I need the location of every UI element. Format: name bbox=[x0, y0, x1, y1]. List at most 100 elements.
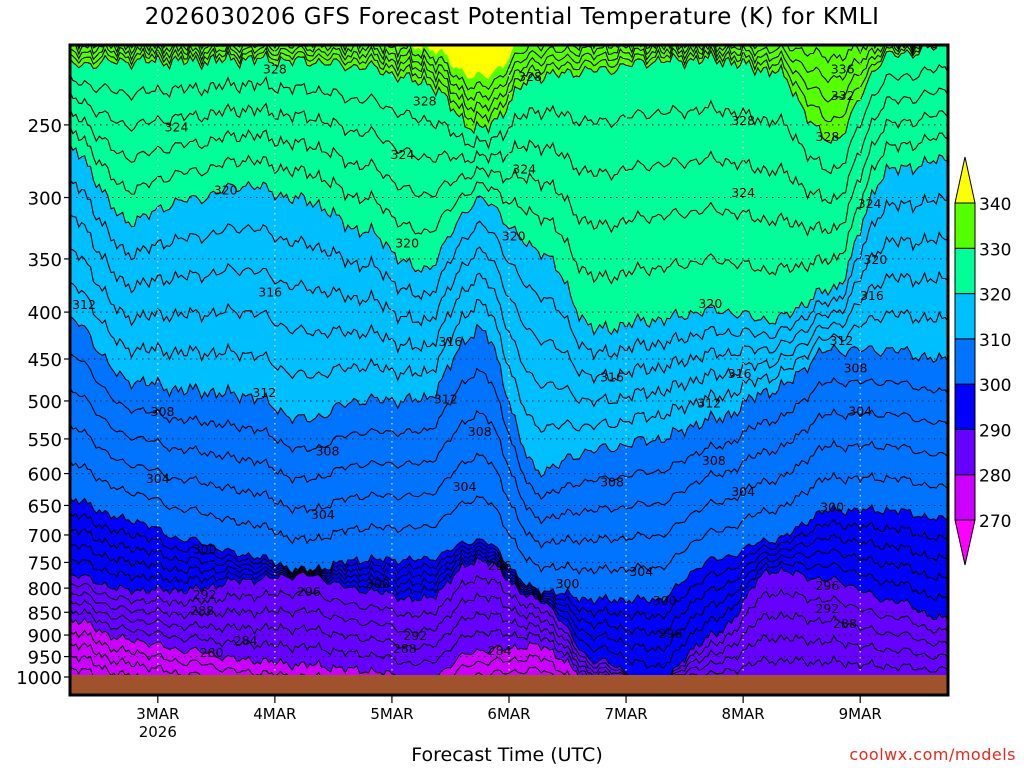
colorbar-swatch-290 bbox=[954, 383, 976, 430]
contour-label: 292 bbox=[815, 601, 839, 616]
contour-label: 332 bbox=[831, 88, 855, 103]
contour-label: 312 bbox=[72, 297, 96, 312]
colorbar-swatch-270 bbox=[954, 474, 976, 521]
contour-label: 316 bbox=[600, 369, 624, 384]
contour-label: 300 bbox=[653, 593, 677, 608]
contour-label: 308 bbox=[702, 453, 726, 468]
contour-label: 324 bbox=[391, 147, 415, 162]
colorbar-swatch-320 bbox=[954, 247, 976, 295]
y-tick-label: 500 bbox=[28, 392, 62, 413]
contour-label: 312 bbox=[697, 396, 721, 411]
contour-label: 304 bbox=[311, 507, 335, 522]
y-tick-label: 700 bbox=[28, 526, 62, 547]
colorbar-label: 330 bbox=[979, 240, 1011, 260]
y-tick-label: 650 bbox=[28, 496, 62, 517]
contour-label: 288 bbox=[833, 616, 857, 631]
contour-label: 300 bbox=[366, 576, 390, 591]
contour-label: 296 bbox=[815, 578, 839, 593]
colorbar-label: 300 bbox=[979, 376, 1011, 396]
contour-label: 324 bbox=[731, 185, 755, 200]
contour-line-294 bbox=[70, 543, 948, 653]
x-tick-label: 6MAR bbox=[487, 705, 530, 723]
contour-line-296 bbox=[70, 528, 948, 637]
colorbar-label: 320 bbox=[979, 286, 1011, 306]
contour-label: 284 bbox=[488, 643, 512, 658]
contour-line-322 bbox=[70, 125, 948, 285]
band-340-350 bbox=[345, 45, 524, 80]
colorbar-extend-high bbox=[954, 156, 976, 204]
contour-line-308 bbox=[70, 352, 948, 500]
y-tick-label: 850 bbox=[28, 603, 62, 624]
contour-label: 300 bbox=[193, 541, 217, 556]
y-tick-label: 550 bbox=[28, 430, 62, 451]
contour-line-332 bbox=[70, 45, 948, 125]
contour-label: 304 bbox=[146, 471, 170, 486]
y-tick-label: 900 bbox=[28, 626, 62, 647]
contour-label: 320 bbox=[863, 252, 887, 267]
colorbar-label: 280 bbox=[979, 467, 1011, 487]
y-tick-label: 1000 bbox=[16, 668, 62, 689]
contour-line-314 bbox=[70, 248, 948, 408]
y-tick-label: 800 bbox=[28, 579, 62, 600]
colorbar: 270 280 290 300 310 320 330 340 bbox=[954, 156, 1011, 566]
contour-line-292 bbox=[70, 553, 948, 669]
x-tick-label: 9MAR bbox=[839, 705, 882, 723]
colorbar-swatch-330 bbox=[954, 202, 976, 249]
contour-line-328 bbox=[70, 64, 948, 175]
contour-line-288 bbox=[70, 574, 948, 685]
colorbar-label: 340 bbox=[979, 195, 1011, 215]
contour-label: 312 bbox=[434, 392, 458, 407]
y-tick-label: 350 bbox=[28, 250, 62, 271]
y-tick-label: 300 bbox=[28, 189, 62, 210]
contour-label: 304 bbox=[453, 479, 477, 494]
colorbar-swatch-310 bbox=[954, 293, 976, 340]
contour-line-318 bbox=[70, 179, 948, 361]
y-tick-label: 400 bbox=[28, 303, 62, 324]
colorbar-label: 290 bbox=[979, 421, 1011, 441]
contour-line-286 bbox=[70, 590, 948, 685]
y-tick-label: 950 bbox=[28, 648, 62, 669]
y-tick-label: 450 bbox=[28, 350, 62, 371]
source-credit[interactable]: coolwx.com/models bbox=[849, 745, 1016, 764]
contour-label: 328 bbox=[263, 62, 287, 77]
contour-label: 328 bbox=[815, 129, 839, 144]
contour-labels: 328 328 328 328 328 336 332 324 324 324 324 324 320 3… bbox=[72, 62, 887, 660]
contour-label: 304 bbox=[629, 564, 653, 579]
ground-layer bbox=[70, 675, 948, 695]
contour-label: 328 bbox=[731, 113, 755, 128]
contour-label: 284 bbox=[234, 633, 258, 648]
y-tick-label: 250 bbox=[28, 116, 62, 137]
contour-label: 296 bbox=[659, 626, 683, 641]
contour-line-324 bbox=[70, 108, 948, 237]
contour-label: 292 bbox=[193, 587, 217, 602]
contour-line-330 bbox=[70, 45, 948, 144]
contour-label: 320 bbox=[395, 236, 419, 251]
contour-label: 288 bbox=[393, 641, 417, 656]
contour-label: 320 bbox=[698, 296, 722, 311]
contour-label: 320 bbox=[502, 228, 526, 243]
contour-line-338 bbox=[77, 45, 915, 91]
x-tick-sublabel: 2026 bbox=[139, 723, 177, 741]
x-tick-label: 3MAR bbox=[136, 705, 179, 723]
contour-label: 336 bbox=[831, 62, 855, 77]
contour-label: 308 bbox=[151, 404, 175, 419]
contour-label: 316 bbox=[728, 366, 752, 381]
axes: 2503003504004505005506006507007508008509… bbox=[16, 43, 950, 741]
x-tick-label: 5MAR bbox=[370, 705, 413, 723]
contour-line-334 bbox=[70, 45, 938, 113]
contour-label: 320 bbox=[214, 182, 238, 197]
contour-line-320 bbox=[70, 144, 948, 337]
contour-label: 292 bbox=[403, 628, 427, 643]
contour-label: 324 bbox=[165, 120, 189, 135]
colorbar-extend-low bbox=[954, 519, 976, 566]
colorbar-label: 310 bbox=[979, 331, 1011, 351]
colorbar-label: 270 bbox=[979, 512, 1011, 532]
contour-label: 328 bbox=[413, 93, 437, 108]
contour-label: 308 bbox=[844, 361, 868, 376]
contour-line-306 bbox=[70, 388, 948, 525]
contour-label: 304 bbox=[848, 403, 872, 418]
x-axis-label: Forecast Time (UTC) bbox=[411, 744, 603, 766]
colorbar-swatch-300 bbox=[954, 338, 976, 385]
contour-line-312 bbox=[70, 282, 948, 434]
